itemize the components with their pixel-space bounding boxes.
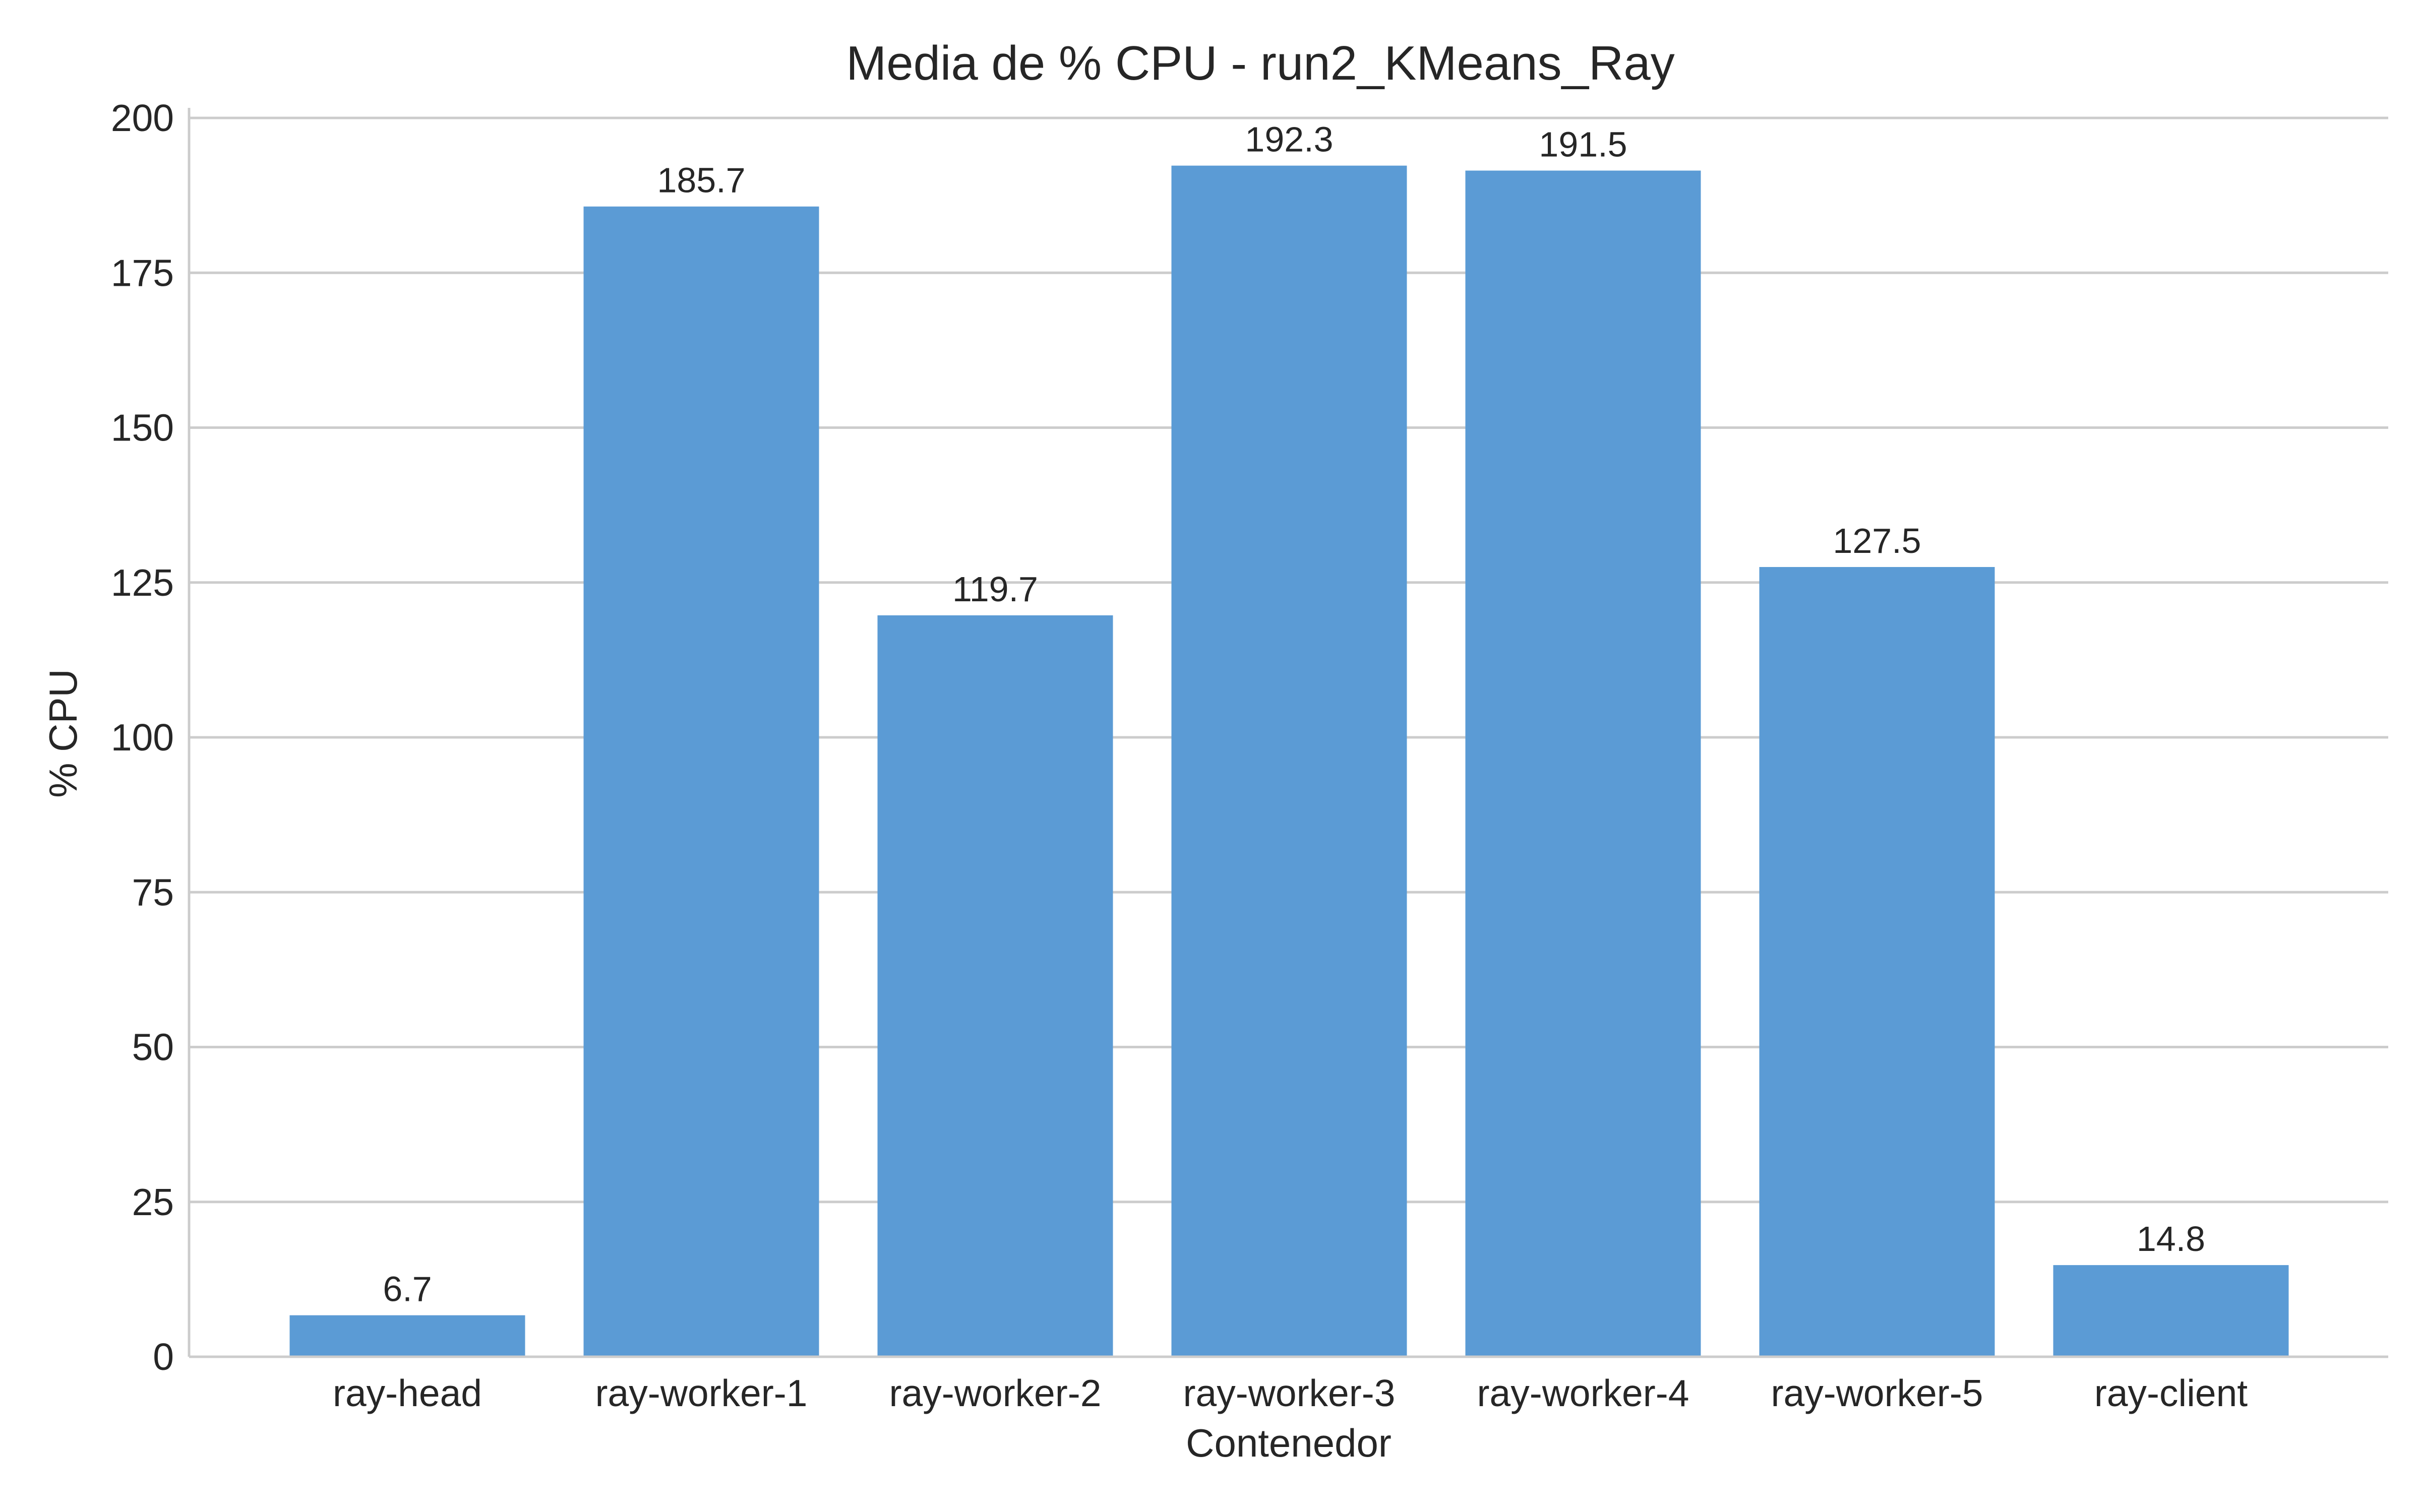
y-tick-label: 175 bbox=[111, 251, 174, 294]
bar bbox=[1465, 170, 1701, 1357]
bar bbox=[289, 1315, 525, 1357]
y-tick-label: 150 bbox=[111, 407, 174, 449]
bar bbox=[1171, 165, 1407, 1357]
y-tick-label: 125 bbox=[111, 561, 174, 604]
bar-value-label: 127.5 bbox=[1833, 521, 1921, 560]
y-tick-label: 25 bbox=[132, 1181, 174, 1223]
x-axis-label: Contenedor bbox=[1186, 1421, 1392, 1465]
bar-value-label: 14.8 bbox=[2137, 1219, 2205, 1258]
bar bbox=[2053, 1265, 2289, 1357]
y-tick-label: 200 bbox=[111, 97, 174, 139]
bars bbox=[289, 165, 2289, 1357]
x-tick-label: ray-worker-2 bbox=[889, 1372, 1102, 1414]
x-tick-label: ray-worker-5 bbox=[1771, 1372, 1983, 1414]
bar-value-label: 191.5 bbox=[1539, 124, 1627, 164]
chart-title: Media de % CPU - run2_KMeans_Ray bbox=[846, 36, 1674, 90]
y-tick-label: 50 bbox=[132, 1026, 174, 1068]
bar-value-label: 185.7 bbox=[657, 161, 745, 200]
data-labels: 6.7 185.7 119.7 192.3 191.5 127.5 14.8 bbox=[383, 120, 2205, 1309]
x-tick-label: ray-worker-1 bbox=[595, 1372, 808, 1414]
bar bbox=[1759, 567, 1995, 1357]
bar bbox=[583, 206, 819, 1357]
y-tick-label: 75 bbox=[132, 871, 174, 913]
bar-value-label: 6.7 bbox=[383, 1270, 432, 1309]
x-tick-label: ray-worker-4 bbox=[1477, 1372, 1689, 1414]
y-axis-label: % CPU bbox=[41, 669, 85, 798]
x-tick-label: ray-head bbox=[333, 1372, 482, 1414]
x-tick-label: ray-client bbox=[2094, 1372, 2248, 1414]
y-tick-label: 0 bbox=[153, 1336, 174, 1378]
axes: 0 25 50 75 100 125 150 175 200 ray-head ray-worker… bbox=[111, 97, 2388, 1414]
x-tick-label: ray-worker-3 bbox=[1183, 1372, 1396, 1414]
bar bbox=[877, 615, 1113, 1357]
y-tick-label: 100 bbox=[111, 716, 174, 759]
bar-value-label: 119.7 bbox=[952, 570, 1038, 609]
bar-value-label: 192.3 bbox=[1245, 120, 1333, 159]
